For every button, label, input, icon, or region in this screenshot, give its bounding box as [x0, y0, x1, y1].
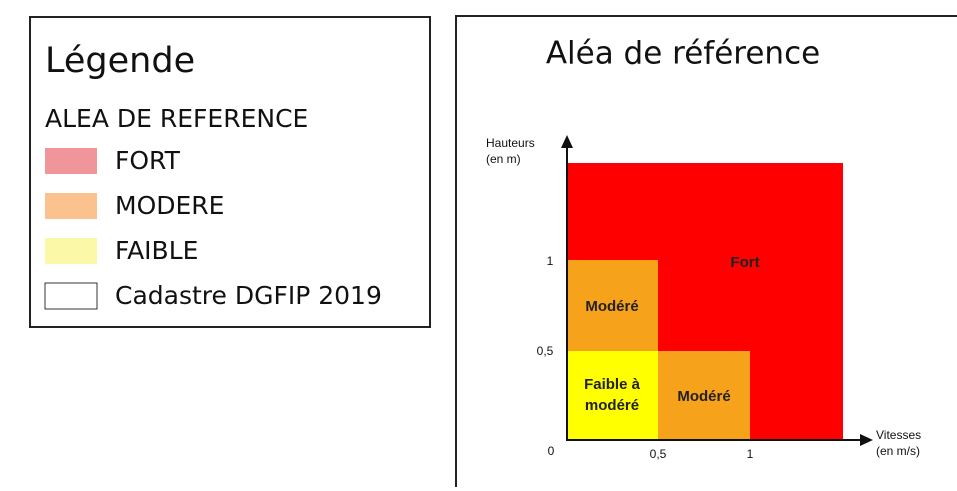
legend-label: Cadastre DGFIP 2019	[115, 281, 382, 310]
legend-label: FAIBLE	[115, 236, 198, 265]
legend-swatch	[45, 193, 97, 219]
zone-label: Modéré	[585, 298, 638, 315]
y-arrow	[561, 135, 573, 148]
zone	[567, 351, 658, 440]
zone-label: modéré	[585, 397, 639, 414]
legend-items: FORT MODERE FAIBLE Cadastre DGFIP 2019	[44, 146, 382, 310]
legend-label: FORT	[115, 146, 181, 175]
legend-subtitle: ALEA DE REFERENCE	[45, 104, 308, 133]
legend-title: Légende	[45, 41, 195, 81]
y-axis-label: (en m)	[486, 152, 521, 166]
y-tick-label: 0,5	[537, 344, 554, 358]
zone-label: Faible à	[584, 376, 641, 393]
origin-label: 0	[548, 444, 555, 458]
legend-swatch	[44, 282, 98, 310]
x-tick-label: 1	[747, 447, 754, 461]
zone-label: Fort	[730, 254, 759, 271]
legend-swatch	[45, 148, 97, 174]
zone-label: Modéré	[677, 388, 730, 405]
x-tick-label: 0,5	[650, 447, 667, 461]
diagram-title: Aléa de référence	[546, 36, 820, 72]
x-axis-label: (en m/s)	[876, 444, 920, 458]
y-axis-label: Hauteurs	[486, 136, 535, 150]
legend-label: MODERE	[115, 191, 224, 220]
diagram-frame	[455, 15, 957, 487]
x-arrow	[860, 434, 873, 446]
x-axis-label: Vitesses	[876, 428, 921, 442]
legend-swatch	[45, 238, 97, 264]
zone	[658, 351, 750, 440]
y-tick-label: 1	[547, 254, 554, 268]
